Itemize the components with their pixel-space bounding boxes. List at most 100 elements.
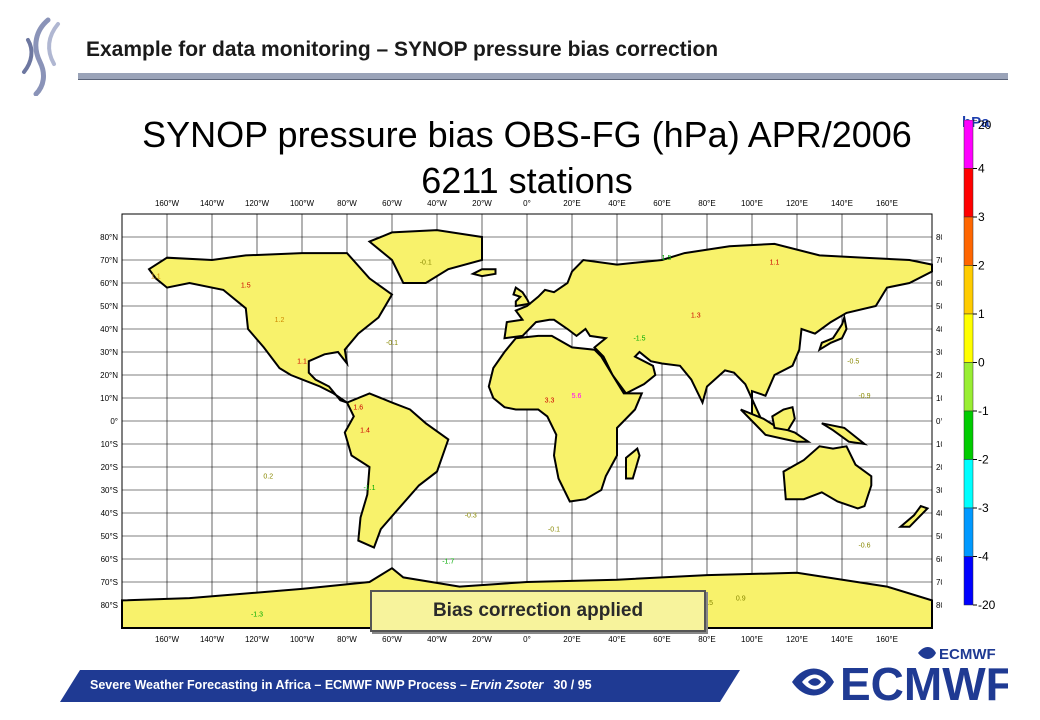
uk-shape	[512, 286, 531, 308]
longitude-tick-label: 100°E	[741, 635, 763, 644]
map-title: SYNOP pressure bias OBS-FG (hPa) APR/200…	[142, 114, 912, 155]
slide-title: Example for data monitoring – SYNOP pres…	[86, 38, 719, 61]
station-value: 0.9	[736, 595, 746, 602]
greenland-shape	[367, 229, 483, 284]
colorbar-segment	[963, 120, 974, 169]
station-value: 0.2	[263, 474, 273, 481]
station-value: -1.7	[442, 559, 454, 566]
longitude-tick-label: 20°W	[472, 199, 492, 208]
bias-map-figure: 160°W 140°W 120°W 100°W 80°W 60°W 40°W 20°W 0° 20…	[82, 96, 942, 650]
latitude-tick-label: 60°N	[936, 279, 942, 288]
latitude-tick-label: 20°N	[100, 371, 118, 380]
longitude-tick-label: 20°E	[563, 635, 580, 644]
latitude-labels-right: 80°N 70°N 60°N 50°N 40°N 30°N 20°N 10°N 0° 10°S 20…	[936, 233, 942, 610]
longitude-tick-label: 60°W	[382, 199, 402, 208]
station-value: -1.3	[251, 612, 263, 619]
longitude-tick-label: 100°E	[741, 199, 763, 208]
colorbar-tick-label: 1	[978, 307, 985, 321]
station-value: 1.1	[297, 359, 307, 366]
station-value: 1.5	[241, 283, 251, 290]
longitude-tick-label: 120°W	[245, 635, 270, 644]
latitude-tick-label: 40°N	[936, 325, 942, 334]
longitude-tick-label: 120°E	[786, 635, 808, 644]
station-value: -0.9	[858, 393, 870, 400]
latitude-tick-label: 10°N	[100, 394, 118, 403]
colorbar-segment	[963, 410, 974, 460]
colorbar-segment	[963, 459, 974, 509]
longitude-tick-label: 160°E	[876, 199, 898, 208]
station-labels: 1.1 1.5 -0.1 1.2 -0.1 1.1 1.6 1.4 -1.1 0.2 -1.7 -1.…	[151, 255, 871, 619]
colorbar-tick-label: 0	[978, 356, 985, 370]
station-value: -0.1	[420, 260, 432, 267]
latitude-tick-label: 60°S	[101, 555, 118, 564]
longitude-tick-label: 80°E	[698, 199, 715, 208]
new-zealand-shape	[897, 504, 930, 528]
colorbar-segment	[963, 265, 974, 315]
longitude-tick-label: 140°W	[200, 199, 225, 208]
latitude-tick-label: 80°S	[936, 601, 942, 610]
longitude-tick-label: 40°W	[427, 635, 447, 644]
longitude-tick-label: 40°W	[427, 199, 447, 208]
latitude-tick-label: 50°N	[100, 302, 118, 311]
bias-correction-callout: Bias correction applied	[370, 590, 706, 632]
latitude-tick-label: 10°S	[101, 440, 118, 449]
longitude-tick-label: 40°E	[608, 199, 625, 208]
ecmwf-logo-large-text: ECMWF	[840, 658, 1008, 706]
indonesia-shape	[740, 408, 812, 443]
latitude-tick-label: 0°	[936, 417, 942, 426]
longitude-tick-label: 100°W	[290, 199, 315, 208]
latitude-tick-label: 60°S	[936, 555, 942, 564]
station-value: 1.3	[691, 313, 701, 320]
colorbar-segment	[963, 507, 974, 557]
map-subtitle: 6211 stations	[421, 160, 633, 201]
longitude-tick-label: 160°W	[155, 635, 180, 644]
latitude-tick-label: 40°N	[100, 325, 118, 334]
latitude-tick-label: 70°N	[100, 256, 118, 265]
latitude-tick-label: 40°S	[101, 509, 118, 518]
latitude-tick-label: 20°N	[936, 371, 942, 380]
longitude-tick-label: 20°W	[472, 635, 492, 644]
station-value: -0.1	[548, 526, 560, 533]
longitude-tick-label: 160°W	[155, 199, 180, 208]
latitude-tick-label: 80°N	[936, 233, 942, 242]
station-value: -1.5	[633, 336, 645, 343]
station-value: 1.2	[275, 317, 285, 324]
ecmwf-logo-small-text: ECMWF	[939, 646, 996, 663]
latitude-tick-label: 20°S	[936, 463, 942, 472]
station-value: 1.1	[151, 273, 161, 280]
longitude-tick-label: 160°E	[876, 635, 898, 644]
ecmwf-logo-small: ECMWF	[918, 646, 996, 663]
north-america-shape	[147, 252, 394, 404]
station-value: -0.5	[847, 359, 859, 366]
latitude-tick-label: 80°S	[101, 601, 118, 610]
longitude-tick-label: 80°W	[337, 635, 357, 644]
footer-bar	[60, 670, 740, 702]
longitude-tick-label: 20°E	[563, 199, 580, 208]
station-value: -0.1	[386, 340, 398, 347]
latitude-tick-label: 70°S	[936, 578, 942, 587]
latitude-tick-label: 50°S	[936, 532, 942, 541]
station-value: 5.6	[572, 393, 582, 400]
colorbar-tick-label: 3	[978, 210, 985, 224]
longitude-tick-label: 0°	[523, 635, 531, 644]
longitude-labels-bottom: 160°W 140°W 120°W 100°W 80°W 60°W 40°W 20°W 0° 20…	[155, 635, 898, 644]
longitude-tick-label: 140°E	[831, 635, 853, 644]
colorbar-tick-label: -3	[978, 501, 989, 515]
longitude-tick-label: 40°E	[608, 635, 625, 644]
station-value: 1.6	[353, 405, 363, 412]
title-divider	[78, 73, 1008, 80]
station-value: -1.1	[363, 485, 375, 492]
madagascar-shape	[625, 446, 641, 480]
footer-author: Ervin Zsoter	[470, 678, 544, 692]
japan-shape	[817, 313, 848, 352]
colorbar-tick-label: 2	[978, 259, 985, 273]
latitude-tick-label: 10°S	[936, 440, 942, 449]
colorbar-segment	[963, 216, 974, 266]
latitude-tick-label: 50°N	[936, 302, 942, 311]
longitude-tick-label: 140°E	[831, 199, 853, 208]
colorbar-tick-label: -2	[978, 453, 989, 467]
latitude-tick-label: 0°	[110, 417, 118, 426]
south-america-shape	[343, 392, 450, 549]
latitude-tick-label: 70°N	[936, 256, 942, 265]
colorbar: 20 4 3 2 1 0 -1 -2 -3 -4 -20	[963, 120, 996, 612]
